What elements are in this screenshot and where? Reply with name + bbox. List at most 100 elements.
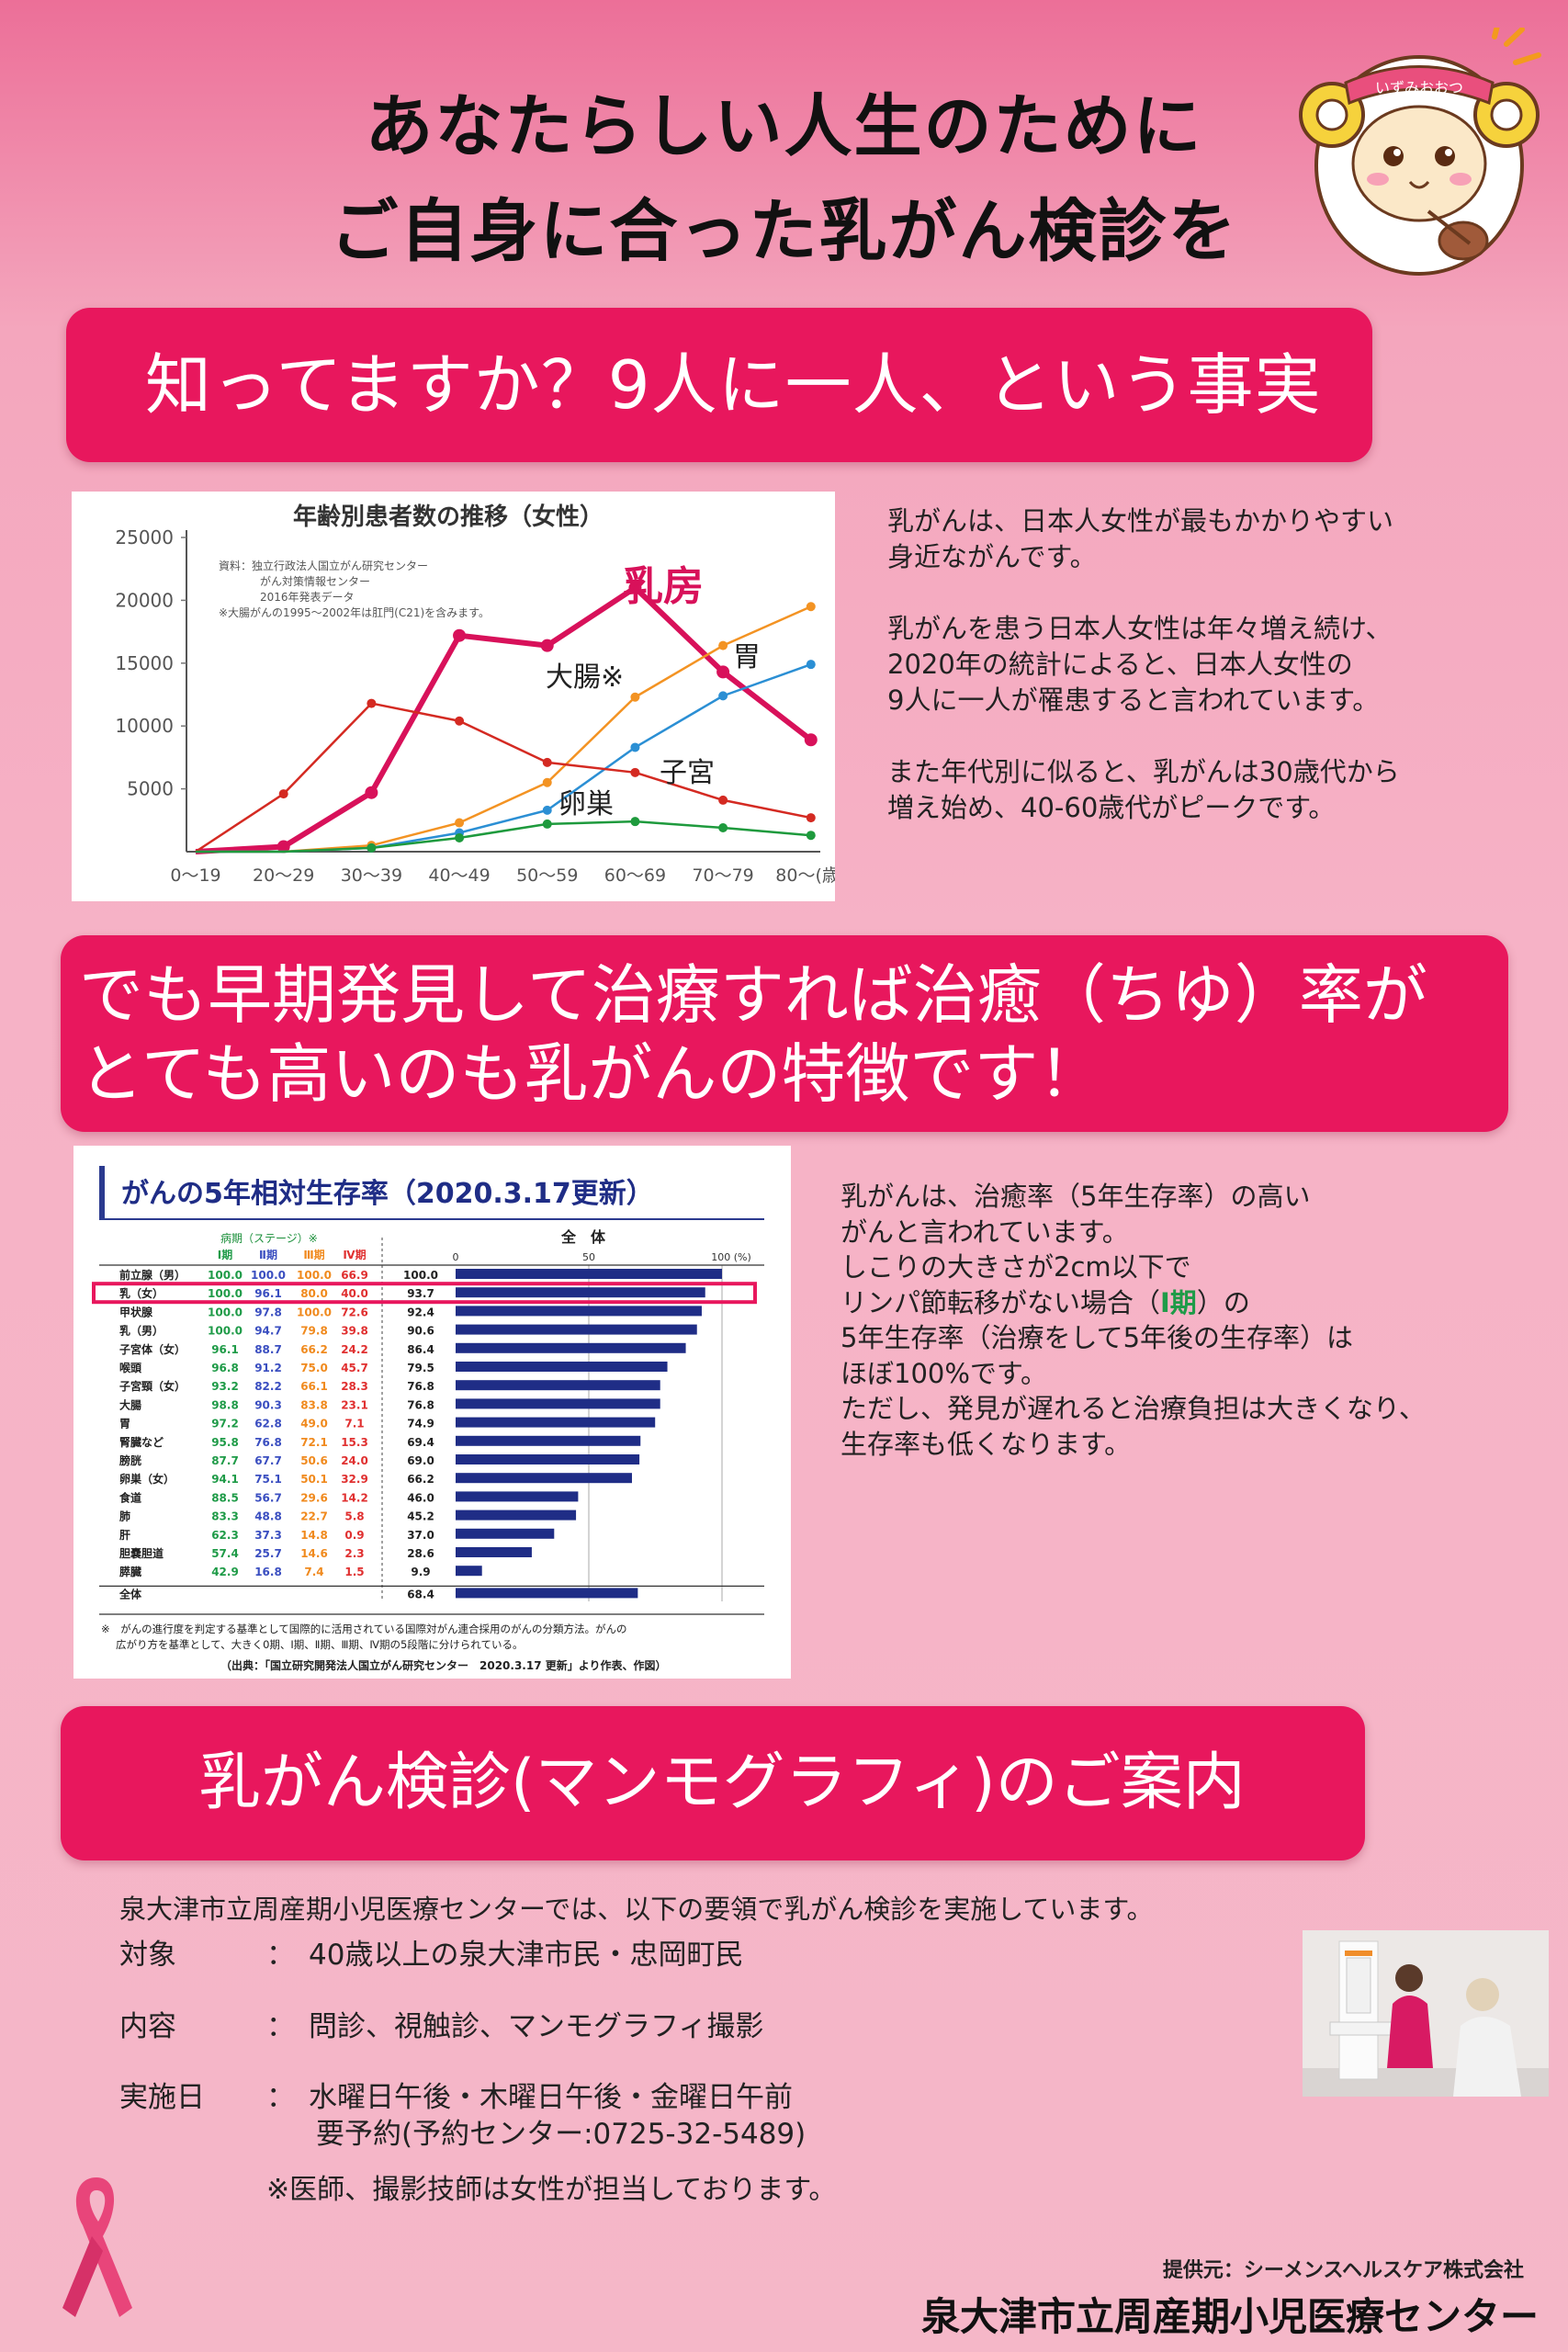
stage-value: 37.3	[254, 1529, 282, 1542]
x-tick-label: 0～19	[170, 865, 220, 886]
stage-value: 94.7	[254, 1325, 282, 1338]
chart-note: がん対策情報センター	[260, 574, 370, 588]
survival-bar	[456, 1287, 705, 1298]
cancer-type: 乳（女）	[119, 1286, 164, 1300]
total-value: 76.8	[407, 1380, 434, 1393]
series-point	[542, 757, 552, 767]
series-point	[718, 795, 728, 805]
section2-text-line5: 5年生存率（治療をして5年後の生存率）は	[840, 1322, 1354, 1353]
y-tick-label: 10000	[115, 715, 174, 737]
stage-value: 23.1	[341, 1398, 368, 1411]
stage-value: 24.2	[341, 1343, 368, 1356]
series-point	[804, 733, 818, 747]
content-label: 内容	[119, 2010, 176, 2043]
section2-text: 乳がんは、治癒率（5年生存率）の高い がんと言われています。 しこりの大きさが2…	[840, 1179, 1548, 1462]
stage-value: 22.7	[300, 1510, 328, 1523]
banner-early-detection: でも早期発見して治療すれば治癒（ちゆ）率が とても高いのも乳がんの特徴です！	[61, 935, 1508, 1132]
x-tick-label: 70～79	[692, 865, 753, 886]
title-accent	[99, 1166, 105, 1219]
stage-value: 57.4	[211, 1547, 239, 1560]
cancer-type: 卵巣（女）	[119, 1472, 175, 1486]
mascot-label: いずみおおつ	[1375, 79, 1463, 96]
stage-value: 94.1	[211, 1473, 239, 1486]
section1-text: 乳がんは、日本人女性が最もかかりやすい 身近ながんです。 乳がんを患う日本人女性…	[887, 505, 1400, 823]
stage-label: Ⅰ期	[218, 1248, 232, 1261]
survival-chart: がんの5年相対生存率（2020.3.17更新） 病期（ステージ）※ Ⅰ期 Ⅱ期 Ⅲ期 Ⅳ期…	[92, 1166, 764, 1672]
banner-nine-in-one: 知ってますか？9人に一人、という事実	[66, 308, 1372, 462]
stage-value: 15.3	[341, 1436, 368, 1449]
series-line-4	[196, 820, 811, 854]
series-label: 子宮	[660, 757, 715, 789]
series-point	[278, 789, 288, 799]
x-tick-label: 60～69	[604, 865, 666, 886]
cancer-type: 子宮体（女）	[119, 1342, 186, 1356]
survival-bar	[456, 1528, 555, 1539]
stage-value: 96.1	[254, 1287, 282, 1300]
stage-value: 100.0	[208, 1287, 243, 1300]
footnote-line1: ※ がんの進行度を判定する基準として国際的に活用されている国際対がん連合採用のが…	[101, 1623, 626, 1635]
series-line-0	[195, 584, 813, 854]
cancer-type: 膀胱	[118, 1453, 141, 1467]
total-value: 28.6	[407, 1547, 434, 1560]
axis-tick: 100 (%)	[711, 1251, 751, 1263]
stage-value: 95.8	[211, 1436, 239, 1449]
stage-value: 14.2	[341, 1491, 368, 1504]
cancer-type: 前立腺（男）	[119, 1268, 186, 1282]
stage-value: 79.8	[300, 1325, 328, 1338]
survival-bar	[456, 1491, 579, 1502]
footnote-line2: 広がり方を基準として、大きく0期、Ⅰ期、Ⅱ期、Ⅲ期、Ⅳ期の5段階に分けられている…	[116, 1638, 523, 1651]
stage-value: 82.2	[254, 1380, 282, 1393]
stage-value: 90.3	[254, 1398, 282, 1411]
cancer-type: 胆嚢胆道	[119, 1546, 164, 1560]
stage-value: 40.0	[341, 1287, 368, 1300]
series-point	[630, 817, 640, 827]
series-point	[628, 581, 642, 594]
stage-value: 83.3	[211, 1510, 239, 1523]
cancer-type: 肝	[119, 1528, 130, 1542]
stage-value: 100.0	[208, 1306, 243, 1318]
stage-value: 76.8	[254, 1436, 282, 1449]
total-value: 9.9	[411, 1566, 430, 1578]
series-point	[542, 777, 552, 787]
survival-bar	[456, 1435, 641, 1446]
survival-bar	[456, 1398, 660, 1409]
section2-text-line4c: ）の	[1196, 1286, 1250, 1318]
survival-bar	[456, 1547, 532, 1557]
stage-value: 50.1	[300, 1473, 328, 1486]
stage-label: Ⅳ期	[343, 1248, 366, 1261]
series-point	[718, 823, 728, 833]
total-value: 100.0	[403, 1269, 438, 1282]
total-value: 45.2	[407, 1510, 434, 1523]
age-chart: 年齢別患者数の推移（女性） 25000 20000 15000 10000 5000 0～1…	[115, 503, 846, 886]
age-chart-panel: 年齢別患者数の推移（女性） 25000 20000 15000 10000 5000 0～1…	[72, 492, 846, 901]
cancer-type: 乳（男）	[119, 1324, 164, 1338]
stage-value: 62.3	[211, 1529, 239, 1542]
survival-bar	[456, 1380, 660, 1391]
stage-value: 5.8	[344, 1510, 364, 1523]
stage-value: 100.0	[297, 1269, 332, 1282]
total-value: 69.4	[407, 1436, 434, 1449]
stage-value: 16.8	[254, 1566, 282, 1578]
cancer-type: 食道	[118, 1490, 141, 1504]
series-label: 大腸※	[546, 662, 624, 694]
axis-tick: 0	[453, 1251, 459, 1263]
series-point	[542, 819, 552, 829]
series-point	[365, 786, 378, 799]
target-label: 対象	[119, 1939, 176, 1972]
survival-bar	[456, 1417, 656, 1428]
total-value: 90.6	[407, 1325, 434, 1338]
chart-note: ※大腸がんの1995～2002年は肛門(C21)を含みます。	[219, 605, 490, 619]
stage-value: 98.8	[211, 1398, 239, 1411]
chart-note: 資料：独立行政法人国立がん研究センター	[219, 559, 428, 572]
series-point	[542, 805, 552, 815]
stage-value: 66.1	[300, 1380, 328, 1393]
stage-value: 88.7	[254, 1343, 282, 1356]
survival-bar	[456, 1324, 697, 1335]
cancer-type: 肺	[119, 1510, 130, 1523]
series-point	[367, 842, 377, 853]
stage-value: 91.2	[254, 1362, 282, 1374]
stage-value: 14.8	[300, 1529, 328, 1542]
banner-early-detection-line1: でも早期発見して治療すれば治癒（ちゆ）率が	[79, 957, 1427, 1033]
section2-text-line6: ほぼ100%です。	[840, 1357, 1048, 1389]
stage-value: 14.6	[300, 1547, 328, 1560]
